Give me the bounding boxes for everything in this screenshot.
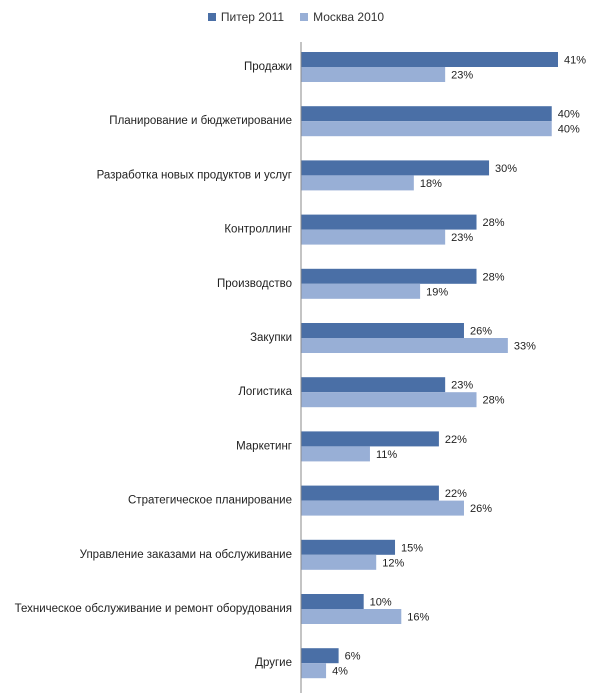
bar-piter-2011 [301,431,439,447]
bar-moskva-2010 [301,554,377,570]
category-label: Управление заказами на обслуживание [80,549,292,561]
bar-piter-2011 [301,594,364,609]
category-label: Логистика [238,386,292,398]
data-label: 22% [445,434,467,446]
bar-moskva-2010 [301,229,446,245]
bar-moskva-2010 [301,663,327,679]
data-label: 4% [332,666,348,678]
bar-piter-2011 [301,106,552,122]
data-label: 18% [420,178,442,190]
category-label: Планирование и бюджетирование [109,115,292,127]
bar-moskva-2010 [301,283,421,299]
data-label: 11% [376,449,397,461]
data-label: 40% [558,124,580,136]
bar-moskva-2010 [301,67,446,82]
data-label: 19% [426,286,448,298]
data-label: 28% [483,395,505,407]
data-label: 26% [470,503,492,515]
bar-piter-2011 [301,485,439,501]
bar-moskva-2010 [301,392,477,408]
data-label: 12% [382,557,404,569]
category-label: Контроллинг [224,224,292,236]
bar-piter-2011 [301,52,558,67]
category-label: Стратегическое планирование [128,495,292,507]
legend-swatch-moskva-2010 [300,13,309,21]
data-label: 30% [495,163,517,175]
bar-piter-2011 [301,268,477,284]
data-label: 15% [401,542,423,554]
data-label: 28% [483,217,505,229]
category-label: Другие [255,657,292,669]
data-label: 10% [370,597,392,609]
legend-label-moskva-2010: Москва 2010 [313,10,385,24]
data-label: 26% [470,326,492,338]
legend-swatch-piter-2011 [207,13,216,21]
category-label: Закупки [250,332,292,344]
data-label: 23% [451,70,473,82]
category-label: Разработка новых продуктов и услуг [97,169,292,181]
data-label: 33% [514,341,536,353]
bar-piter-2011 [301,214,477,230]
bar-moskva-2010 [301,338,508,353]
bar-moskva-2010 [301,446,370,462]
bar-piter-2011 [301,648,339,664]
bar-moskva-2010 [301,500,464,516]
bar-moskva-2010 [301,121,552,137]
legend-label-piter-2011: Питер 2011 [220,10,285,24]
data-label: 16% [407,612,429,624]
category-label: Техническое обслуживание и ремонт оборуд… [15,603,292,615]
data-label: 23% [451,380,473,392]
data-label: 23% [451,232,473,244]
category-label: Производство [217,278,292,290]
bar-piter-2011 [301,323,464,338]
bar-piter-2011 [301,160,490,176]
data-label: 22% [445,488,467,500]
data-label: 40% [558,109,580,121]
data-label: 28% [483,271,505,283]
legend-item-piter-2011: Питер 2011 [207,10,285,24]
data-label: 41% [564,55,586,67]
data-label: 6% [345,651,361,663]
legend-item-moskva-2010: Москва 2010 [300,10,384,24]
category-label: Маркетинг [236,440,292,452]
bar-piter-2011 [301,377,446,393]
bar-moskva-2010 [301,175,414,191]
bar-piter-2011 [301,539,396,555]
category-label: Продажи [244,61,292,73]
legend: Питер 2011 Москва 2010 [0,8,592,26]
bar-moskva-2010 [301,609,402,624]
